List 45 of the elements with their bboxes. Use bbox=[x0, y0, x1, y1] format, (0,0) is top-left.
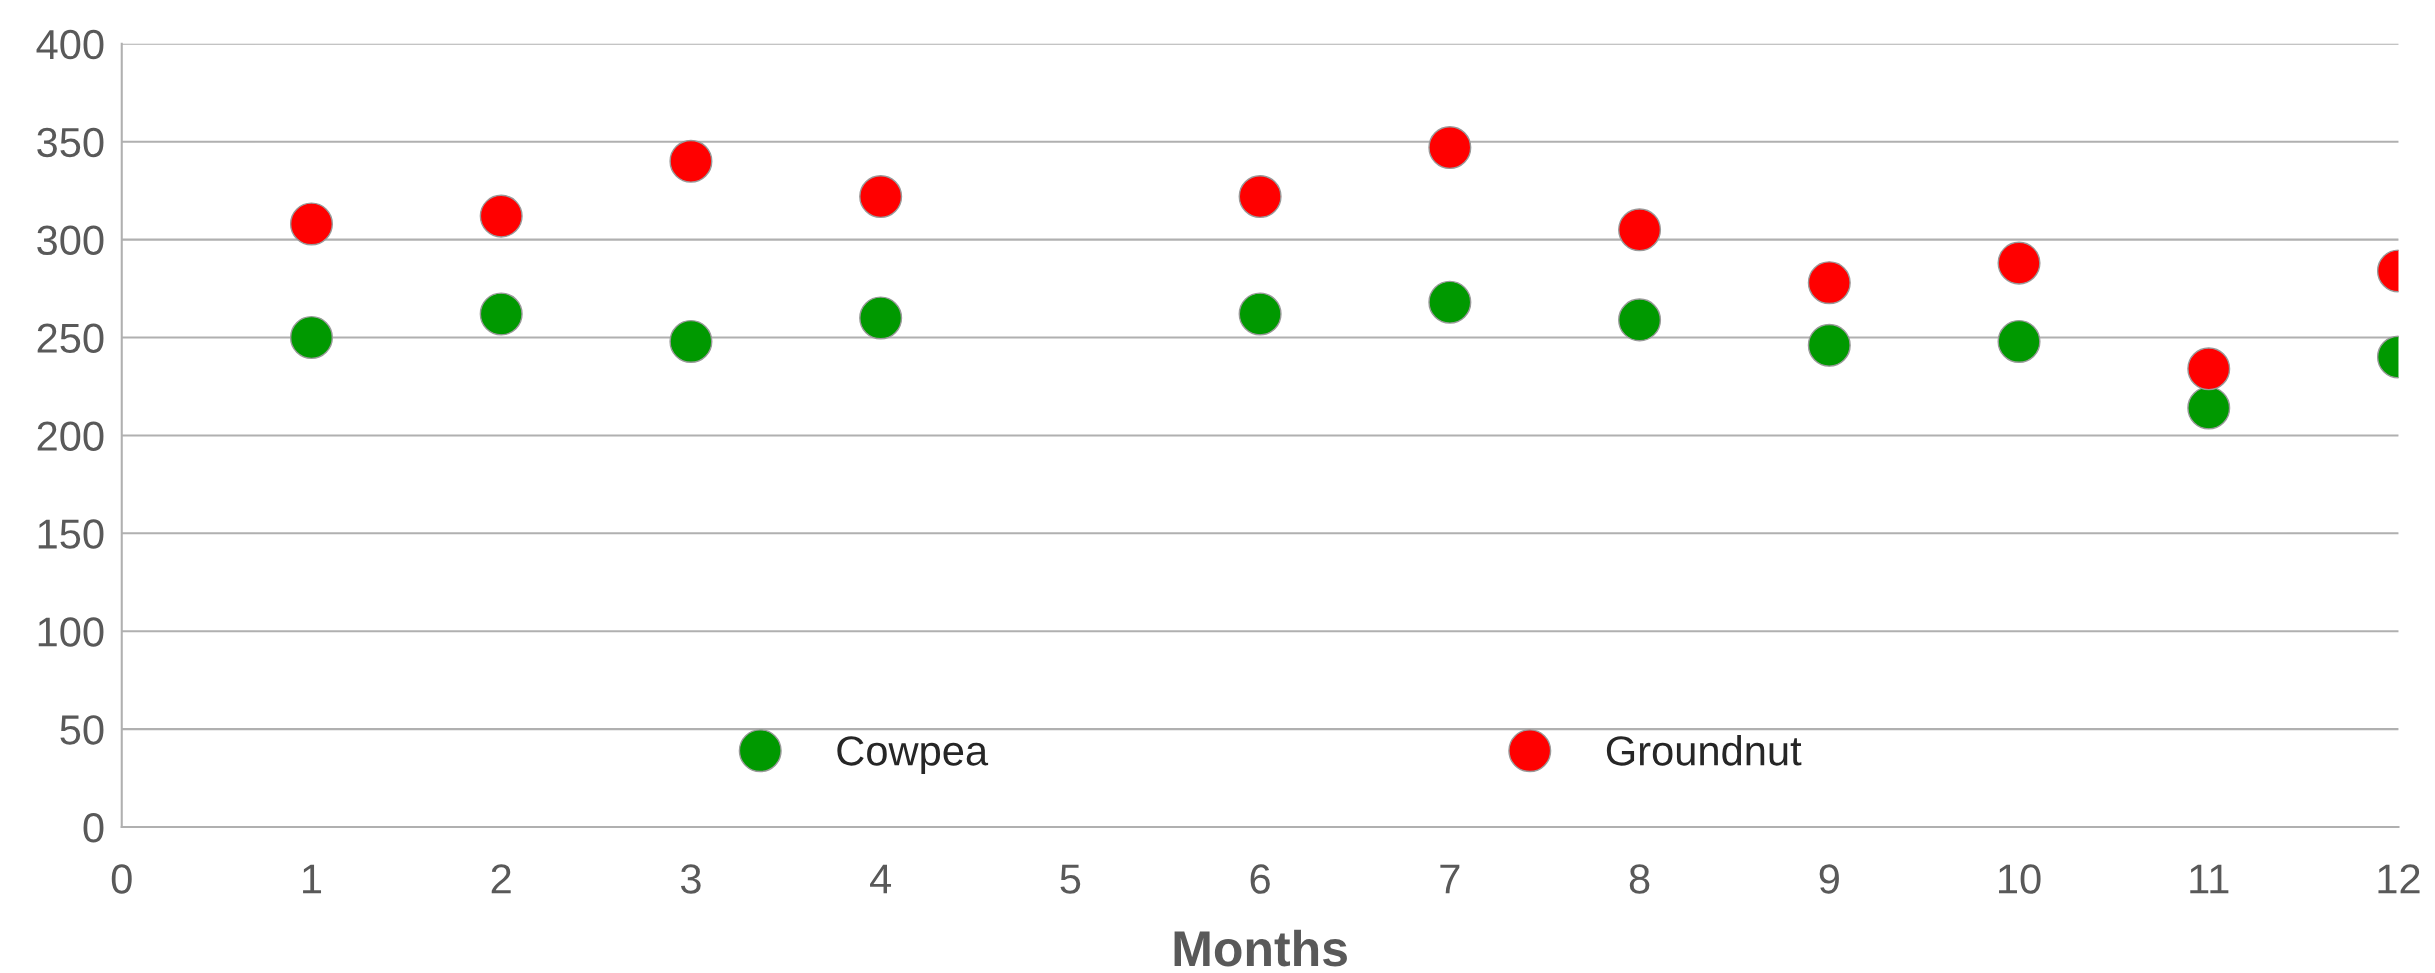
y-tick-label: 100 bbox=[38, 617, 104, 647]
point bbox=[1238, 174, 1282, 219]
point bbox=[2187, 347, 2231, 391]
point bbox=[669, 319, 713, 363]
point bbox=[669, 139, 713, 183]
x-tick-label: 12 bbox=[2378, 864, 2420, 894]
y-tick-label: 200 bbox=[37, 421, 104, 451]
point bbox=[289, 202, 334, 246]
point bbox=[479, 292, 523, 336]
x-tick-label: 1 bbox=[303, 864, 322, 894]
y-tick-label: 0 bbox=[83, 813, 104, 843]
x-tick-label: 2 bbox=[491, 864, 511, 894]
x-tick-label: 6 bbox=[1250, 864, 1270, 894]
x-tick-label: 11 bbox=[2190, 864, 2229, 894]
y-tick-label: 350 bbox=[37, 127, 104, 158]
point bbox=[1807, 261, 1851, 305]
x-tick-label: 3 bbox=[680, 864, 701, 894]
x-tick-label: 5 bbox=[1060, 864, 1081, 894]
point bbox=[479, 194, 523, 238]
point bbox=[1428, 280, 1472, 324]
legend-label: Groundnut bbox=[1606, 735, 1802, 766]
x-axis-title: Months bbox=[1174, 929, 1347, 967]
y-tick-label: 150 bbox=[38, 519, 104, 549]
point bbox=[1238, 292, 1282, 336]
y-tick-label: 250 bbox=[37, 323, 104, 354]
point bbox=[1618, 298, 1662, 342]
legend-label: Cowpea bbox=[837, 736, 989, 774]
point bbox=[1807, 323, 1851, 367]
point bbox=[1997, 319, 2041, 363]
x-tick-label: 4 bbox=[870, 864, 892, 894]
point bbox=[289, 315, 334, 360]
y-tick-label: 50 bbox=[60, 715, 104, 745]
x-tick-label: 9 bbox=[1819, 864, 1839, 894]
point bbox=[859, 296, 903, 340]
point bbox=[859, 174, 903, 219]
point bbox=[2187, 386, 2231, 430]
y-tick-label: 400 bbox=[36, 29, 104, 60]
x-tick-label: 7 bbox=[1440, 864, 1460, 894]
point bbox=[1428, 126, 1472, 170]
x-tick-label: 0 bbox=[111, 864, 132, 894]
y-tick-label: 300 bbox=[37, 225, 104, 256]
x-tick-label: 10 bbox=[1999, 864, 2041, 894]
point bbox=[1997, 241, 2041, 285]
x-tick-label: 8 bbox=[1629, 864, 1650, 894]
point bbox=[1618, 208, 1662, 252]
